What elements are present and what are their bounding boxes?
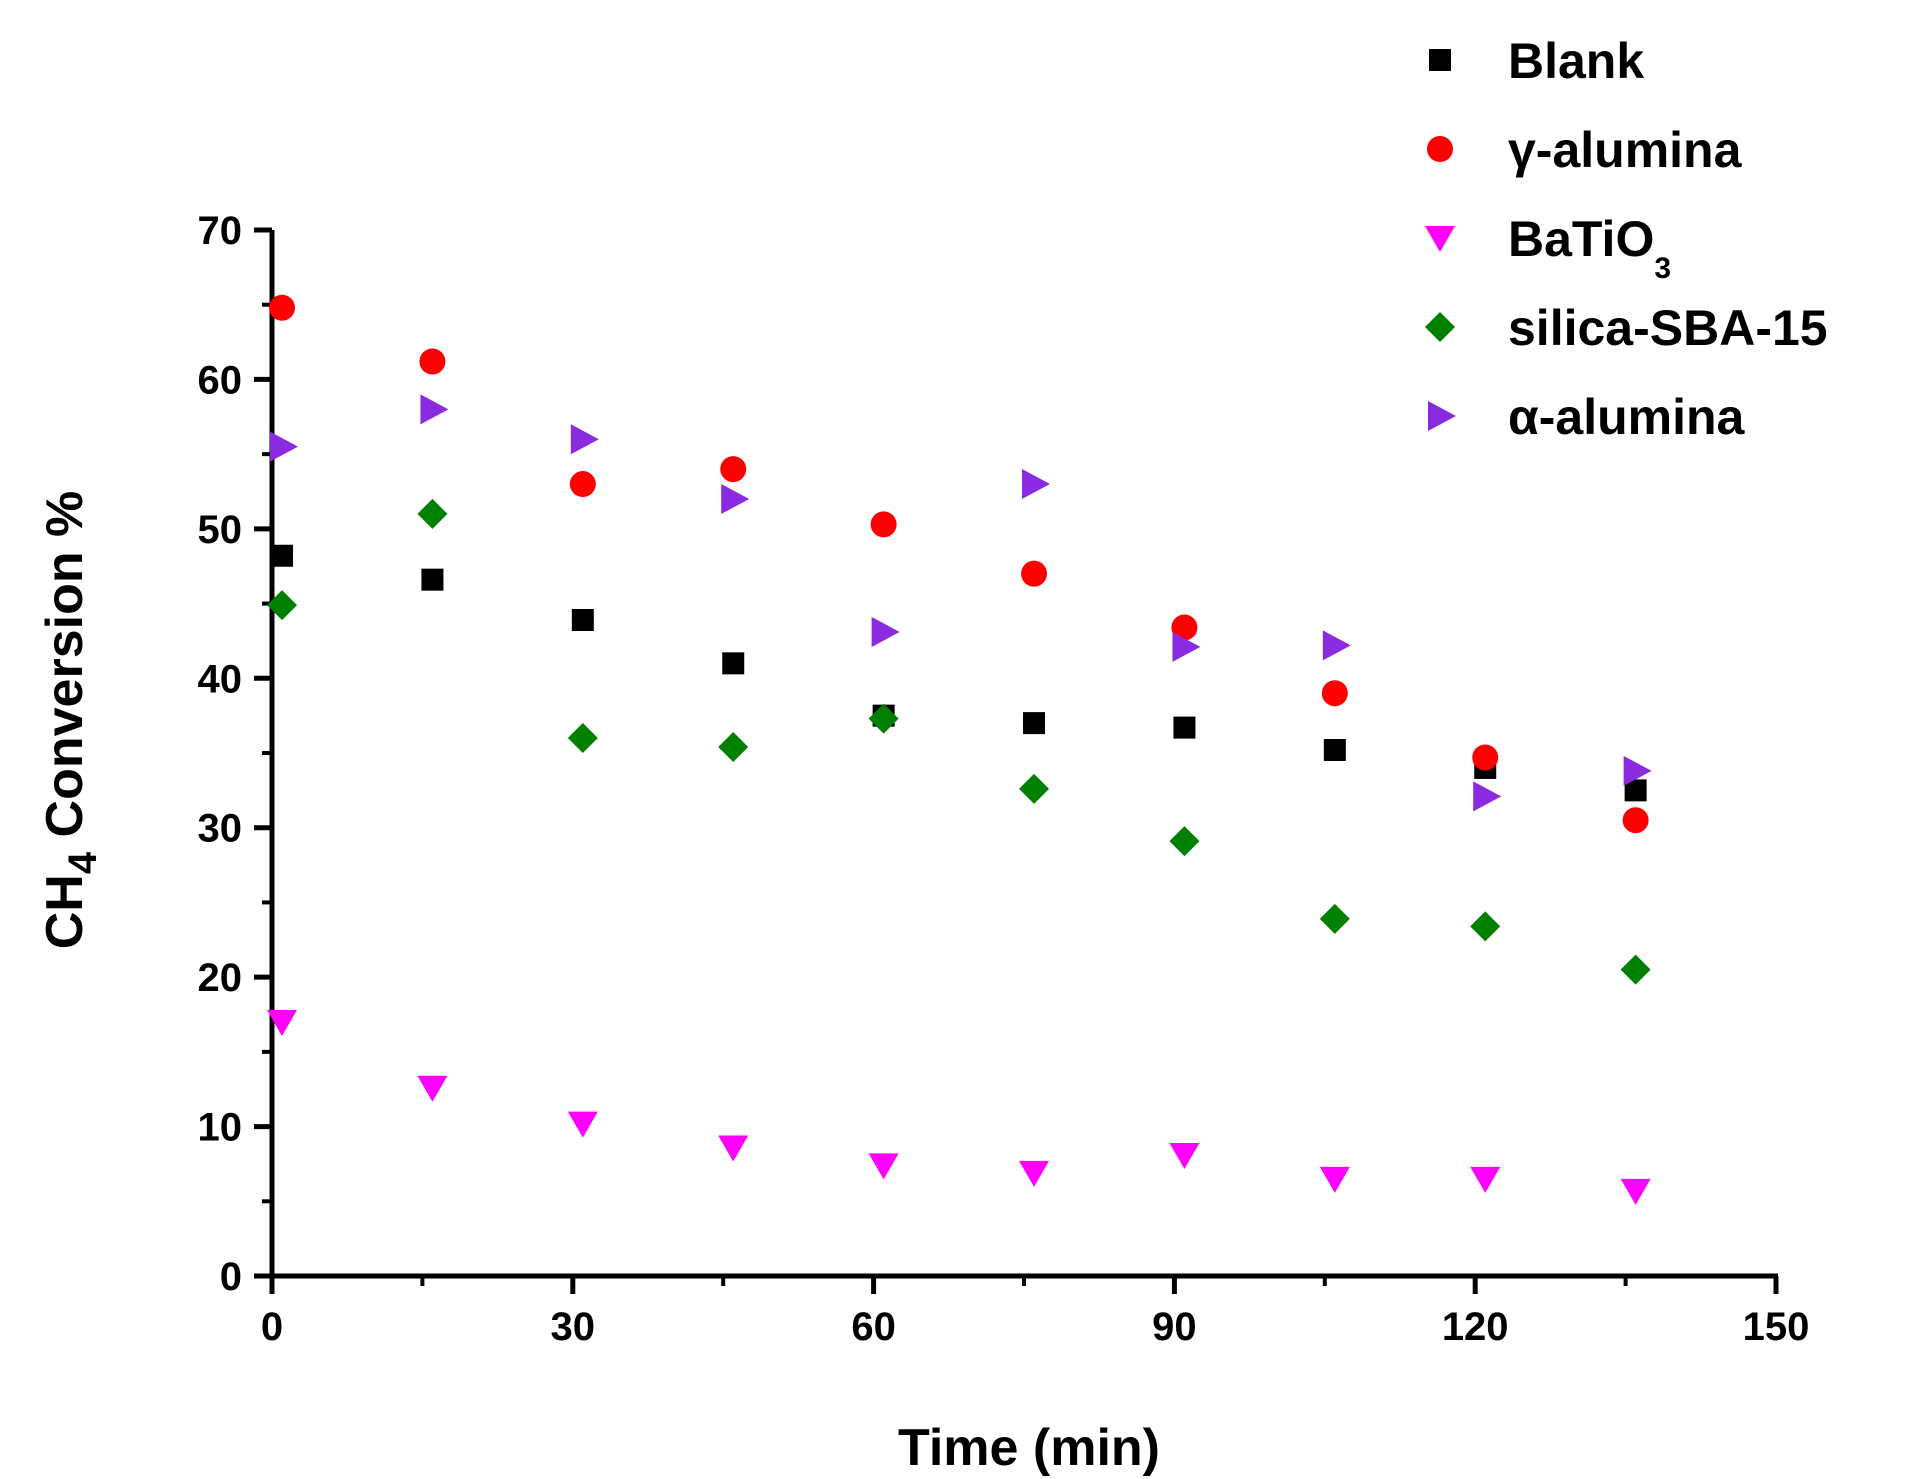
data-point — [567, 1111, 598, 1138]
x-tick-label: 60 — [851, 1305, 896, 1349]
x-tick-label: 30 — [551, 1305, 596, 1349]
data-point — [1019, 1160, 1050, 1187]
y-tick-label: 20 — [198, 956, 243, 1000]
data-point — [271, 544, 294, 567]
data-point — [1319, 1166, 1350, 1193]
data-point — [420, 394, 449, 425]
data-point — [1319, 903, 1350, 934]
data-point — [1322, 630, 1351, 661]
data-point — [1323, 739, 1346, 762]
data-point — [1624, 779, 1647, 802]
y-tick-label: 30 — [198, 807, 243, 851]
y-tick-label: 10 — [198, 1106, 243, 1150]
series-3 — [267, 498, 1651, 985]
data-point — [871, 616, 900, 647]
y-axis-title-subscript: 4 — [61, 851, 105, 874]
data-point — [267, 590, 298, 621]
data-point — [721, 483, 750, 514]
data-point — [569, 471, 596, 498]
x-tick-label: 0 — [261, 1305, 283, 1349]
data-point — [417, 498, 448, 529]
legend-label-text: silica-SBA-15 — [1508, 300, 1828, 356]
data-point — [571, 609, 594, 632]
y-tick-label: 60 — [198, 358, 243, 402]
data-point — [269, 294, 296, 321]
x-tick-label: 150 — [1743, 1305, 1810, 1349]
legend-marker — [1428, 401, 1456, 431]
data-point — [1470, 911, 1501, 942]
data-point — [567, 723, 598, 754]
data-point — [868, 1153, 899, 1180]
y-axis-title-part: CH — [36, 874, 94, 949]
legend-label-text: α-alumina — [1508, 389, 1746, 445]
data-point — [1172, 631, 1201, 662]
data-point — [718, 1135, 749, 1162]
legend-entry: silica-SBA-15 — [1425, 300, 1828, 356]
legend-marker — [1425, 312, 1455, 342]
legend: Blank γ-alumina BaTiO3 silica-SBA-15 α-alumi… — [1425, 33, 1828, 445]
series-1 — [269, 294, 1649, 834]
axes: 0 10 20 30 40 50 60 70 0 30 60 90 120 150 Time (min) CH… — [36, 209, 1809, 1477]
data-point — [1620, 954, 1651, 985]
legend-label-text: γ-alumina — [1508, 122, 1743, 178]
y-axis-title: CH4 Conversion % — [36, 491, 105, 950]
data-point — [722, 652, 745, 675]
data-point — [1169, 1142, 1200, 1169]
data-point — [1023, 712, 1046, 735]
x-tick-label: 120 — [1442, 1305, 1509, 1349]
legend-label-subscript: 3 — [1654, 252, 1671, 285]
series-0 — [271, 544, 1647, 802]
data-points — [267, 294, 1652, 1205]
legend-label-text: Blank — [1508, 33, 1644, 89]
legend-label: α-alumina — [1508, 389, 1746, 445]
data-point — [1173, 716, 1196, 739]
legend-label: BaTiO3 — [1508, 211, 1671, 285]
data-point — [1171, 614, 1198, 641]
data-point — [1622, 807, 1649, 834]
data-point — [1473, 781, 1502, 812]
legend-label: Blank — [1508, 33, 1644, 89]
legend-label: γ-alumina — [1508, 122, 1743, 178]
data-point — [421, 568, 444, 591]
legend-marker — [1429, 49, 1451, 71]
legend-label-text: BaTiO — [1508, 211, 1654, 267]
data-point — [1472, 744, 1499, 771]
y-tick-label: 40 — [198, 657, 243, 701]
x-tick-label: 90 — [1152, 1305, 1197, 1349]
data-point — [570, 424, 599, 455]
data-point — [1620, 1178, 1651, 1205]
data-point — [870, 511, 897, 538]
data-point — [270, 431, 299, 462]
data-point — [417, 1075, 448, 1102]
data-point — [1021, 560, 1048, 587]
data-point — [720, 456, 747, 483]
data-point — [718, 732, 749, 763]
data-point — [1019, 773, 1050, 804]
legend-entry: BaTiO3 — [1425, 211, 1671, 285]
legend-marker — [1425, 226, 1455, 252]
data-point — [419, 348, 446, 375]
data-point — [1623, 755, 1652, 786]
series-2 — [267, 1009, 1651, 1205]
data-point — [1321, 680, 1348, 707]
legend-entry: γ-alumina — [1427, 122, 1743, 178]
x-axis-title: Time (min) — [898, 1419, 1160, 1477]
data-point — [1022, 469, 1051, 500]
legend-entry: α-alumina — [1428, 389, 1746, 445]
y-tick-label: 50 — [198, 508, 243, 552]
series-4 — [270, 394, 1652, 812]
legend-marker — [1427, 136, 1453, 162]
legend-entry: Blank — [1429, 33, 1644, 89]
legend-label: silica-SBA-15 — [1508, 300, 1828, 356]
data-point — [1169, 826, 1200, 857]
y-tick-label: 70 — [198, 209, 243, 253]
y-axis-title-part: Conversion % — [36, 491, 94, 852]
y-tick-label: 0 — [220, 1255, 242, 1299]
data-point — [868, 703, 899, 734]
data-point — [1470, 1166, 1501, 1193]
data-point — [267, 1009, 298, 1036]
